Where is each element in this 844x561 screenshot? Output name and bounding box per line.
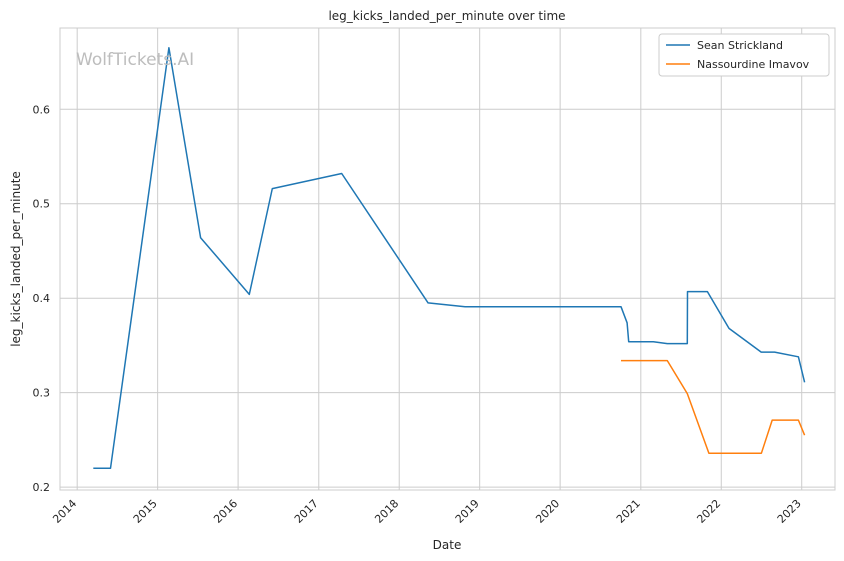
y-axis-label: leg_kicks_landed_per_minute [9, 171, 23, 347]
y-tick-label: 0.3 [33, 387, 51, 400]
x-tick-label: 2020 [533, 497, 562, 526]
x-tick-label: 2018 [372, 497, 401, 526]
y-axis-ticks: 0.2 0.3 0.4 0.5 0.6 [33, 103, 51, 494]
x-tick-label: 2023 [775, 497, 804, 526]
x-tick-label: 2021 [614, 497, 643, 526]
x-tick-label: 2019 [453, 497, 482, 526]
plot-area [59, 27, 836, 491]
series-line-nassourdine-imavov [621, 359, 806, 454]
x-tick-label: 2014 [50, 497, 79, 526]
x-tick-label: 2022 [694, 497, 723, 526]
legend-label-sean-strickland: Sean Strickland [697, 39, 783, 52]
y-tick-label: 0.6 [33, 103, 51, 116]
y-tick-label: 0.4 [33, 292, 51, 305]
x-axis-label: Date [433, 538, 462, 552]
series-lines [93, 47, 806, 470]
series-line-sean-strickland [93, 47, 806, 470]
legend: Sean Strickland Nassourdine Imavov [658, 33, 830, 77]
watermark: WolfTickets.AI [76, 50, 194, 70]
y-tick-label: 0.5 [33, 198, 51, 211]
x-tick-label: 2016 [211, 497, 240, 526]
y-tick-label: 0.2 [33, 481, 51, 494]
legend-label-nassourdine-imavov: Nassourdine Imavov [697, 58, 810, 71]
chart-title: leg_kicks_landed_per_minute over time [328, 9, 565, 23]
x-axis-ticks: 2014 2015 2016 2017 2018 2019 2020 2021 2022 2023 [50, 497, 804, 526]
x-tick-label: 2017 [292, 497, 321, 526]
x-tick-label: 2015 [131, 497, 160, 526]
legend-box [658, 33, 830, 77]
